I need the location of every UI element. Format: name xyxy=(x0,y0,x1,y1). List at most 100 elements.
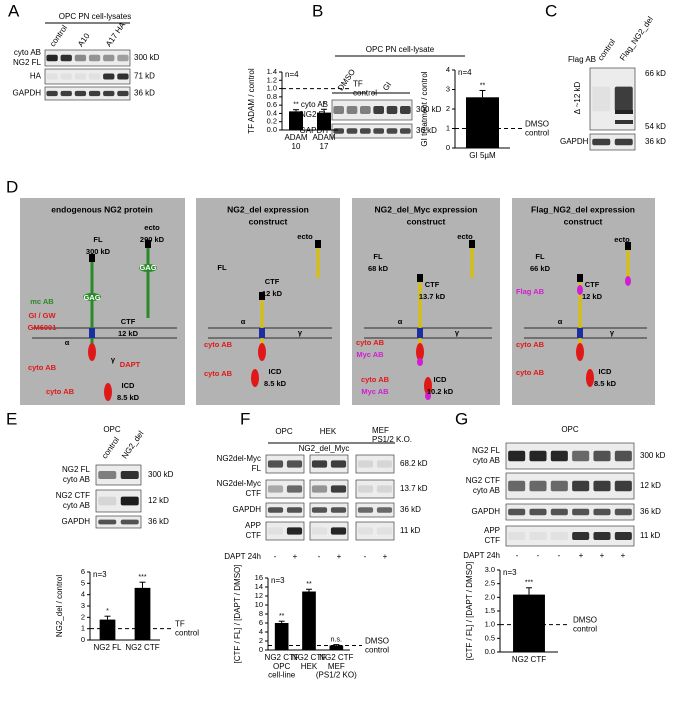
blot-header: OPC xyxy=(103,425,121,434)
blot-band xyxy=(330,507,347,513)
blot-row-label: GAPDH xyxy=(62,517,91,526)
reference-label: TF control xyxy=(353,80,377,98)
blot-band xyxy=(529,508,547,516)
blot-band xyxy=(286,527,303,535)
treatment-sign: + xyxy=(337,552,342,561)
icd-domain xyxy=(251,369,259,387)
y-tick-label: 4 xyxy=(81,590,85,599)
blot-band xyxy=(360,128,371,134)
gag-chain xyxy=(83,293,101,301)
blot-row-label: FL xyxy=(252,464,262,473)
diagram-label: γ xyxy=(111,355,116,364)
blot-band xyxy=(74,54,87,62)
blot-band xyxy=(357,527,374,535)
bar xyxy=(99,619,116,640)
blot-band xyxy=(614,480,632,492)
blot-row-label: CTF xyxy=(245,531,261,540)
treatment-label: DAPT 24h xyxy=(463,551,500,560)
blot-band xyxy=(592,86,611,112)
blot-band xyxy=(572,532,590,540)
blot-band xyxy=(508,532,526,540)
blot-band xyxy=(550,480,568,492)
significance-label: ** xyxy=(279,613,285,620)
icd-domain xyxy=(258,343,266,361)
protein-cap xyxy=(145,240,151,248)
treatment-label: DAPT 24h xyxy=(224,552,261,561)
diagram-label: γ xyxy=(610,328,615,337)
diagram-label: CTF xyxy=(121,317,136,326)
size-label: 12 kD xyxy=(148,496,169,505)
y-tick-label: 0 xyxy=(259,645,263,654)
blot-band xyxy=(357,485,374,493)
y-tick-label: 0 xyxy=(446,143,450,152)
panel-letter: B xyxy=(312,1,323,20)
size-label: 36 kD xyxy=(400,505,421,514)
diagram-label: cyto AB xyxy=(356,338,385,347)
significance-label: * xyxy=(106,608,109,615)
blot-band xyxy=(508,508,526,516)
bar xyxy=(274,623,289,650)
y-tick-label: 1 xyxy=(81,624,85,633)
diagram-label: cyto AB xyxy=(516,368,545,377)
diagram-label: GAG xyxy=(83,293,100,302)
blot-band xyxy=(117,54,129,62)
diagram-title: NG2_del expression xyxy=(227,204,309,214)
blot-band xyxy=(267,507,284,513)
y-tick-label: 12 xyxy=(255,591,263,600)
blot-strip xyxy=(505,472,635,500)
panel-letter: F xyxy=(240,409,250,428)
blot-band xyxy=(267,485,284,493)
blot-row-label: cyto AB xyxy=(14,48,41,57)
blot-row-label: NG2 FL xyxy=(300,110,329,119)
blot-band xyxy=(88,54,101,62)
blot-strip xyxy=(44,86,131,101)
blot-band xyxy=(550,450,568,462)
bar xyxy=(302,591,316,650)
blot-band xyxy=(330,485,347,493)
bar xyxy=(317,112,331,130)
blot-band xyxy=(614,532,632,540)
blot-row-label: HA xyxy=(30,72,42,81)
y-axis-label: NG2_del / control xyxy=(55,575,64,637)
blot-band xyxy=(615,110,633,114)
blot-strip xyxy=(309,502,349,518)
blot-strip xyxy=(505,442,635,470)
blot-band xyxy=(333,106,344,114)
icd-domain xyxy=(424,377,432,395)
y-tick-label: 0.0 xyxy=(485,647,495,656)
y-tick-label: 6 xyxy=(81,567,85,576)
blot-strip xyxy=(309,454,349,474)
blot-band xyxy=(593,508,611,516)
blot-band xyxy=(117,90,129,97)
blot-band xyxy=(311,485,328,493)
blot-header: OPC xyxy=(561,425,579,434)
blot-row-label: NG2 CTF xyxy=(56,491,90,500)
diagram-label: ICD xyxy=(269,367,283,376)
cleavage-site xyxy=(577,328,583,338)
y-tick-label: 0 xyxy=(81,635,85,644)
blot-strip xyxy=(95,515,142,529)
y-axis-label: [CTF / FL] / [DAPT / DMSO] xyxy=(233,565,242,664)
lane-label: A17 HA xyxy=(104,20,128,48)
blot-row-label: GAPDH xyxy=(560,137,589,146)
y-axis-label: [CTF / FL] / [DAPT / DMSO] xyxy=(465,562,474,661)
diagram-box xyxy=(196,198,340,405)
y-tick-label: 0.8 xyxy=(267,92,277,101)
diagram-label: ecto xyxy=(297,232,313,241)
panel-letter: C xyxy=(545,1,557,20)
blot-band xyxy=(614,86,633,112)
blot-band xyxy=(593,532,611,540)
significance-label: ** xyxy=(480,82,486,89)
blot-strip xyxy=(265,454,305,474)
diagram-label: FL xyxy=(373,252,383,261)
diagram-title: construct xyxy=(249,216,288,226)
blot-band xyxy=(550,508,568,516)
group-label: OPC xyxy=(275,427,293,436)
diagram-label: γ xyxy=(298,328,303,337)
blot-band xyxy=(98,519,117,525)
reference-label: DMSO control xyxy=(525,120,549,138)
blot-band xyxy=(400,128,411,134)
group-label: HEK xyxy=(320,427,337,436)
diagram-label: cyto AB xyxy=(204,340,233,349)
bar xyxy=(289,111,303,130)
